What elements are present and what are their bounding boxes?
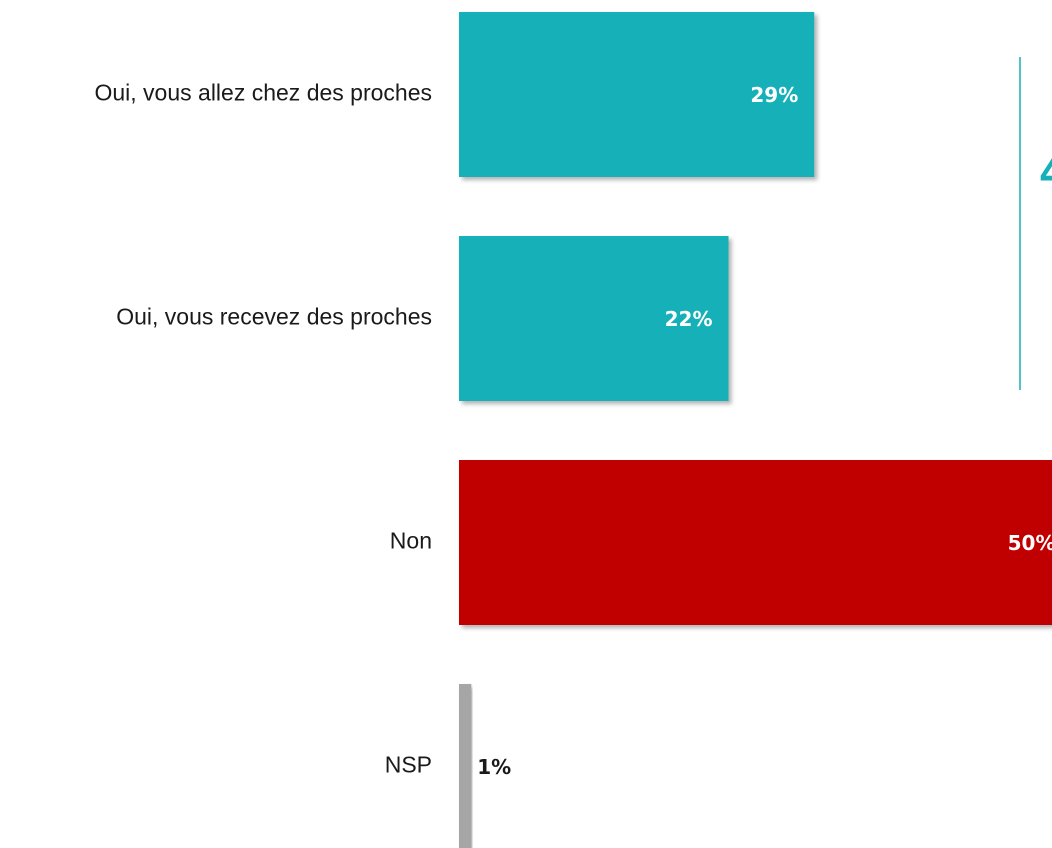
value-label: 22% (665, 307, 713, 331)
bar (459, 684, 472, 848)
category-label: NSP (385, 752, 432, 778)
bar (459, 236, 729, 401)
value-label: 1% (477, 755, 511, 779)
annotation: 4 (1040, 145, 1052, 197)
category-label: Oui, vous allez chez des proches (94, 80, 432, 106)
value-label: 50% (1008, 531, 1052, 555)
bar (459, 460, 1052, 625)
category-label: Non (390, 528, 432, 554)
bar (459, 12, 815, 177)
category-label: Oui, vous recevez des proches (116, 304, 432, 330)
value-label: 29% (750, 83, 798, 107)
